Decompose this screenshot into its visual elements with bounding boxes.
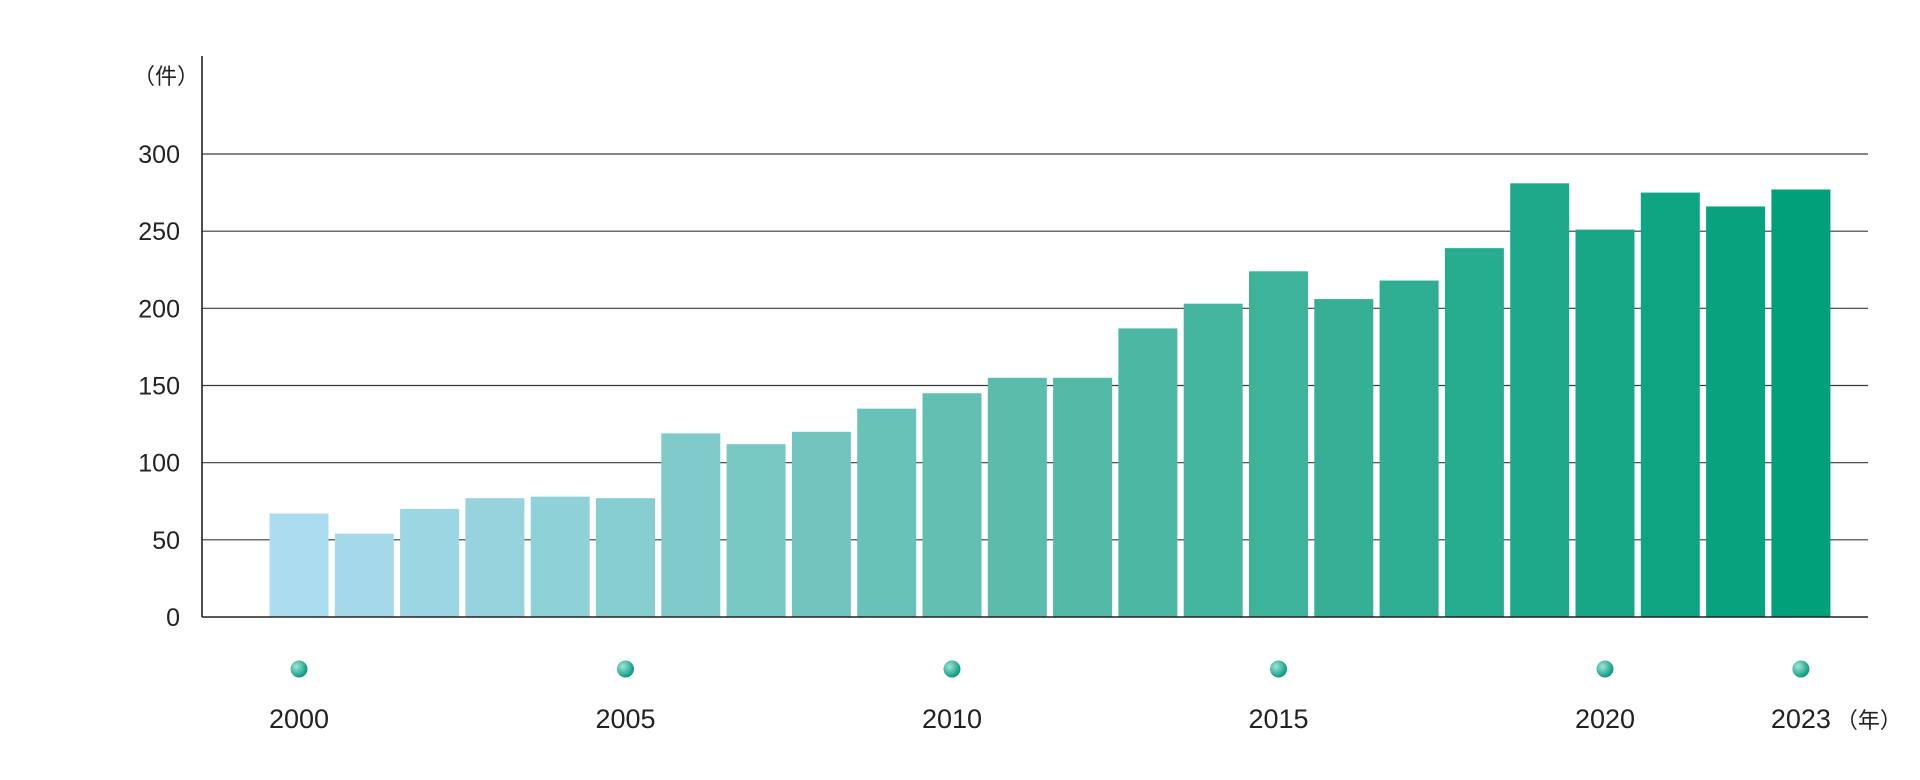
year-marker [1596,660,1614,678]
bar [1183,303,1243,617]
bar [726,444,786,617]
y-tick-label: 300 [138,141,180,169]
bar [1249,271,1308,617]
bar [857,408,917,617]
bar [1706,206,1766,617]
bar [922,393,982,617]
year-marker [1270,660,1287,678]
year-marker [943,660,961,678]
y-tick-label: 150 [138,373,180,401]
bar [334,533,394,617]
x-tick-label: 2020 [1575,704,1635,734]
y-tick-label: 250 [138,218,180,246]
x-tick-label: 2005 [595,704,655,734]
y-tick-labels: 0 50 100 150 200 250 300 [138,141,180,632]
bar [1771,189,1831,617]
bar [1118,328,1178,617]
year-marker [1792,660,1810,678]
y-tick-label: 200 [138,295,180,323]
year-marker [617,660,634,678]
bar [269,513,329,617]
bar [987,377,1047,617]
bar [1640,192,1700,618]
x-tick-label: 2015 [1248,704,1308,734]
axes [201,56,1868,618]
bar [1379,280,1439,617]
bar [661,433,721,617]
bar [465,498,525,617]
bar [1053,377,1113,617]
year-marker [290,660,308,678]
bar [400,508,460,617]
x-tick-label: 2000 [269,704,329,734]
x-tick-label: 2010 [922,704,982,734]
x-tick-label: 2023 [1771,704,1831,734]
bar [530,496,590,617]
y-tick-label: 50 [152,527,180,555]
bars [269,183,1831,618]
bar [1314,299,1374,617]
bar [1575,229,1635,617]
bar [791,431,851,617]
bar [596,498,655,617]
y-tick-label: 100 [138,450,180,478]
bar [1444,248,1504,618]
x-tick-labels: 2000 2005 2010 2015 2020 2023 [269,660,1831,734]
bar [1510,183,1570,617]
y-tick-label: 0 [166,604,180,632]
y-unit-label: （件） [133,65,199,90]
x-unit-label: （年） [1836,709,1902,734]
